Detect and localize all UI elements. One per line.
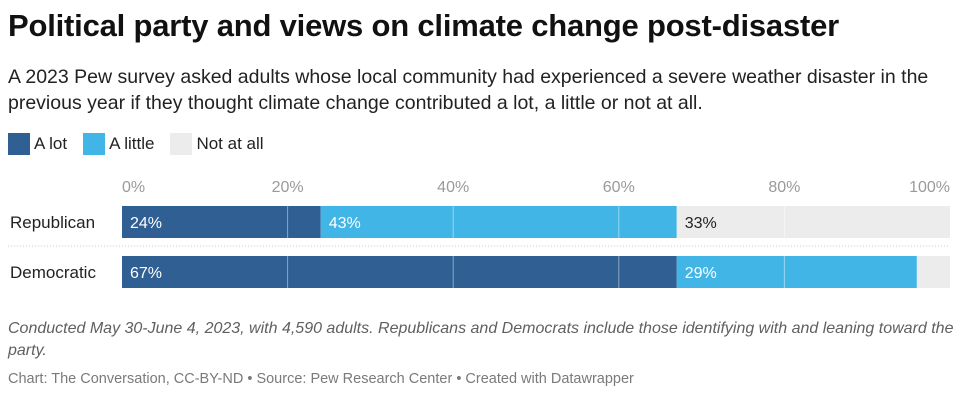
x-tick-label: 20% (272, 179, 304, 196)
legend-label-not-at-all: Not at all (196, 134, 264, 153)
data-label: 67% (130, 265, 162, 282)
data-label: 29% (685, 265, 717, 282)
bar-democratic-not-at-all (916, 256, 950, 288)
bar-republican-a-little (320, 206, 677, 238)
chart-title: Political party and views on climate cha… (8, 8, 840, 43)
x-tick-label: 80% (768, 179, 800, 196)
chart-subtitle: A 2023 Pew survey asked adults whose loc… (8, 66, 929, 114)
legend-label-a-little: A little (109, 134, 155, 153)
x-tick-label: 100% (909, 179, 950, 196)
bar-republican-a-lot (122, 206, 321, 238)
legend-swatch-a-little (83, 133, 106, 155)
data-label: 33% (685, 215, 717, 232)
legend-swatch-not-at-all (170, 133, 193, 155)
bar-republican-not-at-all (676, 206, 950, 238)
bar-democratic-a-little (676, 256, 917, 288)
data-label: 43% (329, 215, 361, 232)
x-tick-label: 0% (122, 179, 145, 196)
legend-swatch-a-lot (8, 133, 30, 155)
legend-label-a-lot: A lot (34, 134, 68, 153)
category-label-democratic: Democratic (10, 263, 96, 282)
chart-byline: Chart: The Conversation, CC-BY-ND • Sour… (8, 371, 634, 387)
legend-item-not-at-all: Not at all (170, 133, 264, 155)
chart-notes: Conducted May 30-June 4, 2023, with 4,59… (8, 320, 954, 359)
stacked-bar-chart: 0% 20% 40% 60% 80% 100% Republican 24% 43% 33% Dem… (8, 179, 950, 288)
bar-democratic-a-lot (122, 256, 677, 288)
legend-item-a-little: A little (83, 133, 154, 155)
x-tick-label: 40% (437, 179, 469, 196)
legend-item-a-lot: A lot (8, 133, 67, 155)
x-tick-label: 60% (603, 179, 635, 196)
legend: A lot A little Not at all (8, 133, 280, 155)
data-label: 24% (130, 215, 162, 232)
category-label-republican: Republican (10, 213, 95, 232)
